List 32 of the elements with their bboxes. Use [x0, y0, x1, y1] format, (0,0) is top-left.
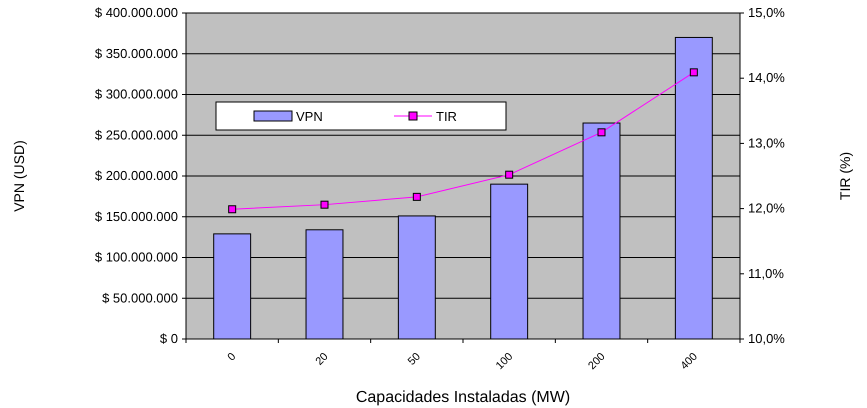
y-tick-label: $ 50.000.000 [102, 290, 178, 306]
y-axis-title: VPN (USD) [11, 140, 27, 212]
y2-tick-label: 10,0% [748, 331, 786, 346]
y2-tick-label: 12,0% [748, 200, 786, 216]
legend-label: TIR [436, 109, 457, 124]
x-tick-label: 200 [586, 350, 608, 372]
legend-label: VPN [296, 109, 323, 124]
x-tick-label: 20 [313, 350, 331, 368]
y-tick-label: $ 300.000.000 [94, 86, 178, 102]
y-tick-label: $ 200.000.000 [94, 168, 178, 183]
point [228, 205, 236, 214]
point [412, 192, 421, 201]
point [690, 68, 698, 76]
y-tick-label: $ 0 [160, 331, 178, 346]
y2-axis-title: TIR (%) [837, 152, 853, 200]
point [505, 170, 514, 179]
y-tick-label: $ 350.000.000 [94, 46, 178, 61]
y-tick-label: $ 250.000.000 [94, 127, 178, 142]
y-tick-label: $ 100.000.000 [94, 250, 178, 264]
point [598, 128, 606, 136]
x-tick-label: 100 [494, 350, 516, 372]
y-tick-label: $ 400.000.000 [94, 5, 178, 20]
x-tick-label: 0 [225, 350, 238, 364]
y2-tick-label: 14,0% [748, 70, 786, 86]
y2-tick-label: 11,0% [748, 266, 784, 281]
y-tick-label: $ 150.000.000 [94, 208, 178, 224]
y2-tick-label: 13,0% [748, 135, 786, 150]
point [320, 200, 328, 209]
y2-tick-label: 15,0% [748, 5, 786, 20]
x-tick-label: 400 [678, 350, 700, 372]
x-tick-label: 50 [406, 350, 423, 368]
x-axis-title: Capacidades Instaladas (MW) [356, 389, 570, 406]
